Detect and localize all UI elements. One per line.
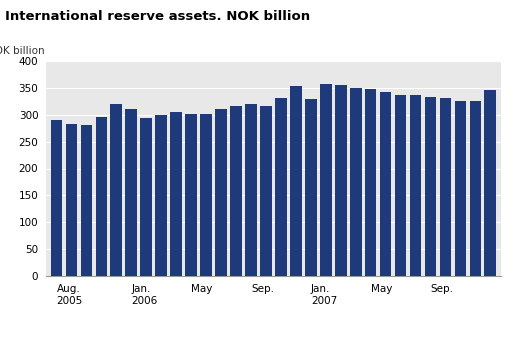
Bar (335, 85, 346, 276)
Text: NOK billion: NOK billion (0, 47, 44, 56)
Bar (439, 98, 451, 276)
Bar (81, 125, 92, 276)
Bar (425, 97, 436, 276)
Bar (394, 95, 406, 276)
Bar (275, 98, 287, 276)
Bar (484, 90, 496, 276)
Bar (110, 104, 122, 276)
Bar (155, 115, 167, 276)
Bar (320, 84, 332, 276)
Bar (185, 114, 197, 276)
Bar (96, 117, 107, 276)
Bar (350, 88, 361, 276)
Bar (455, 101, 466, 276)
Bar (125, 109, 137, 276)
Bar (245, 104, 257, 276)
Bar (200, 114, 212, 276)
Bar (141, 118, 152, 276)
Bar (470, 100, 481, 276)
Bar (410, 95, 422, 276)
Bar (230, 106, 242, 276)
Bar (51, 120, 62, 276)
Text: International reserve assets. NOK billion: International reserve assets. NOK billio… (5, 10, 310, 23)
Bar (380, 92, 391, 276)
Bar (290, 86, 301, 276)
Bar (170, 112, 182, 276)
Bar (260, 106, 272, 276)
Bar (65, 124, 77, 276)
Bar (215, 109, 227, 276)
Bar (365, 89, 377, 276)
Bar (305, 99, 317, 276)
